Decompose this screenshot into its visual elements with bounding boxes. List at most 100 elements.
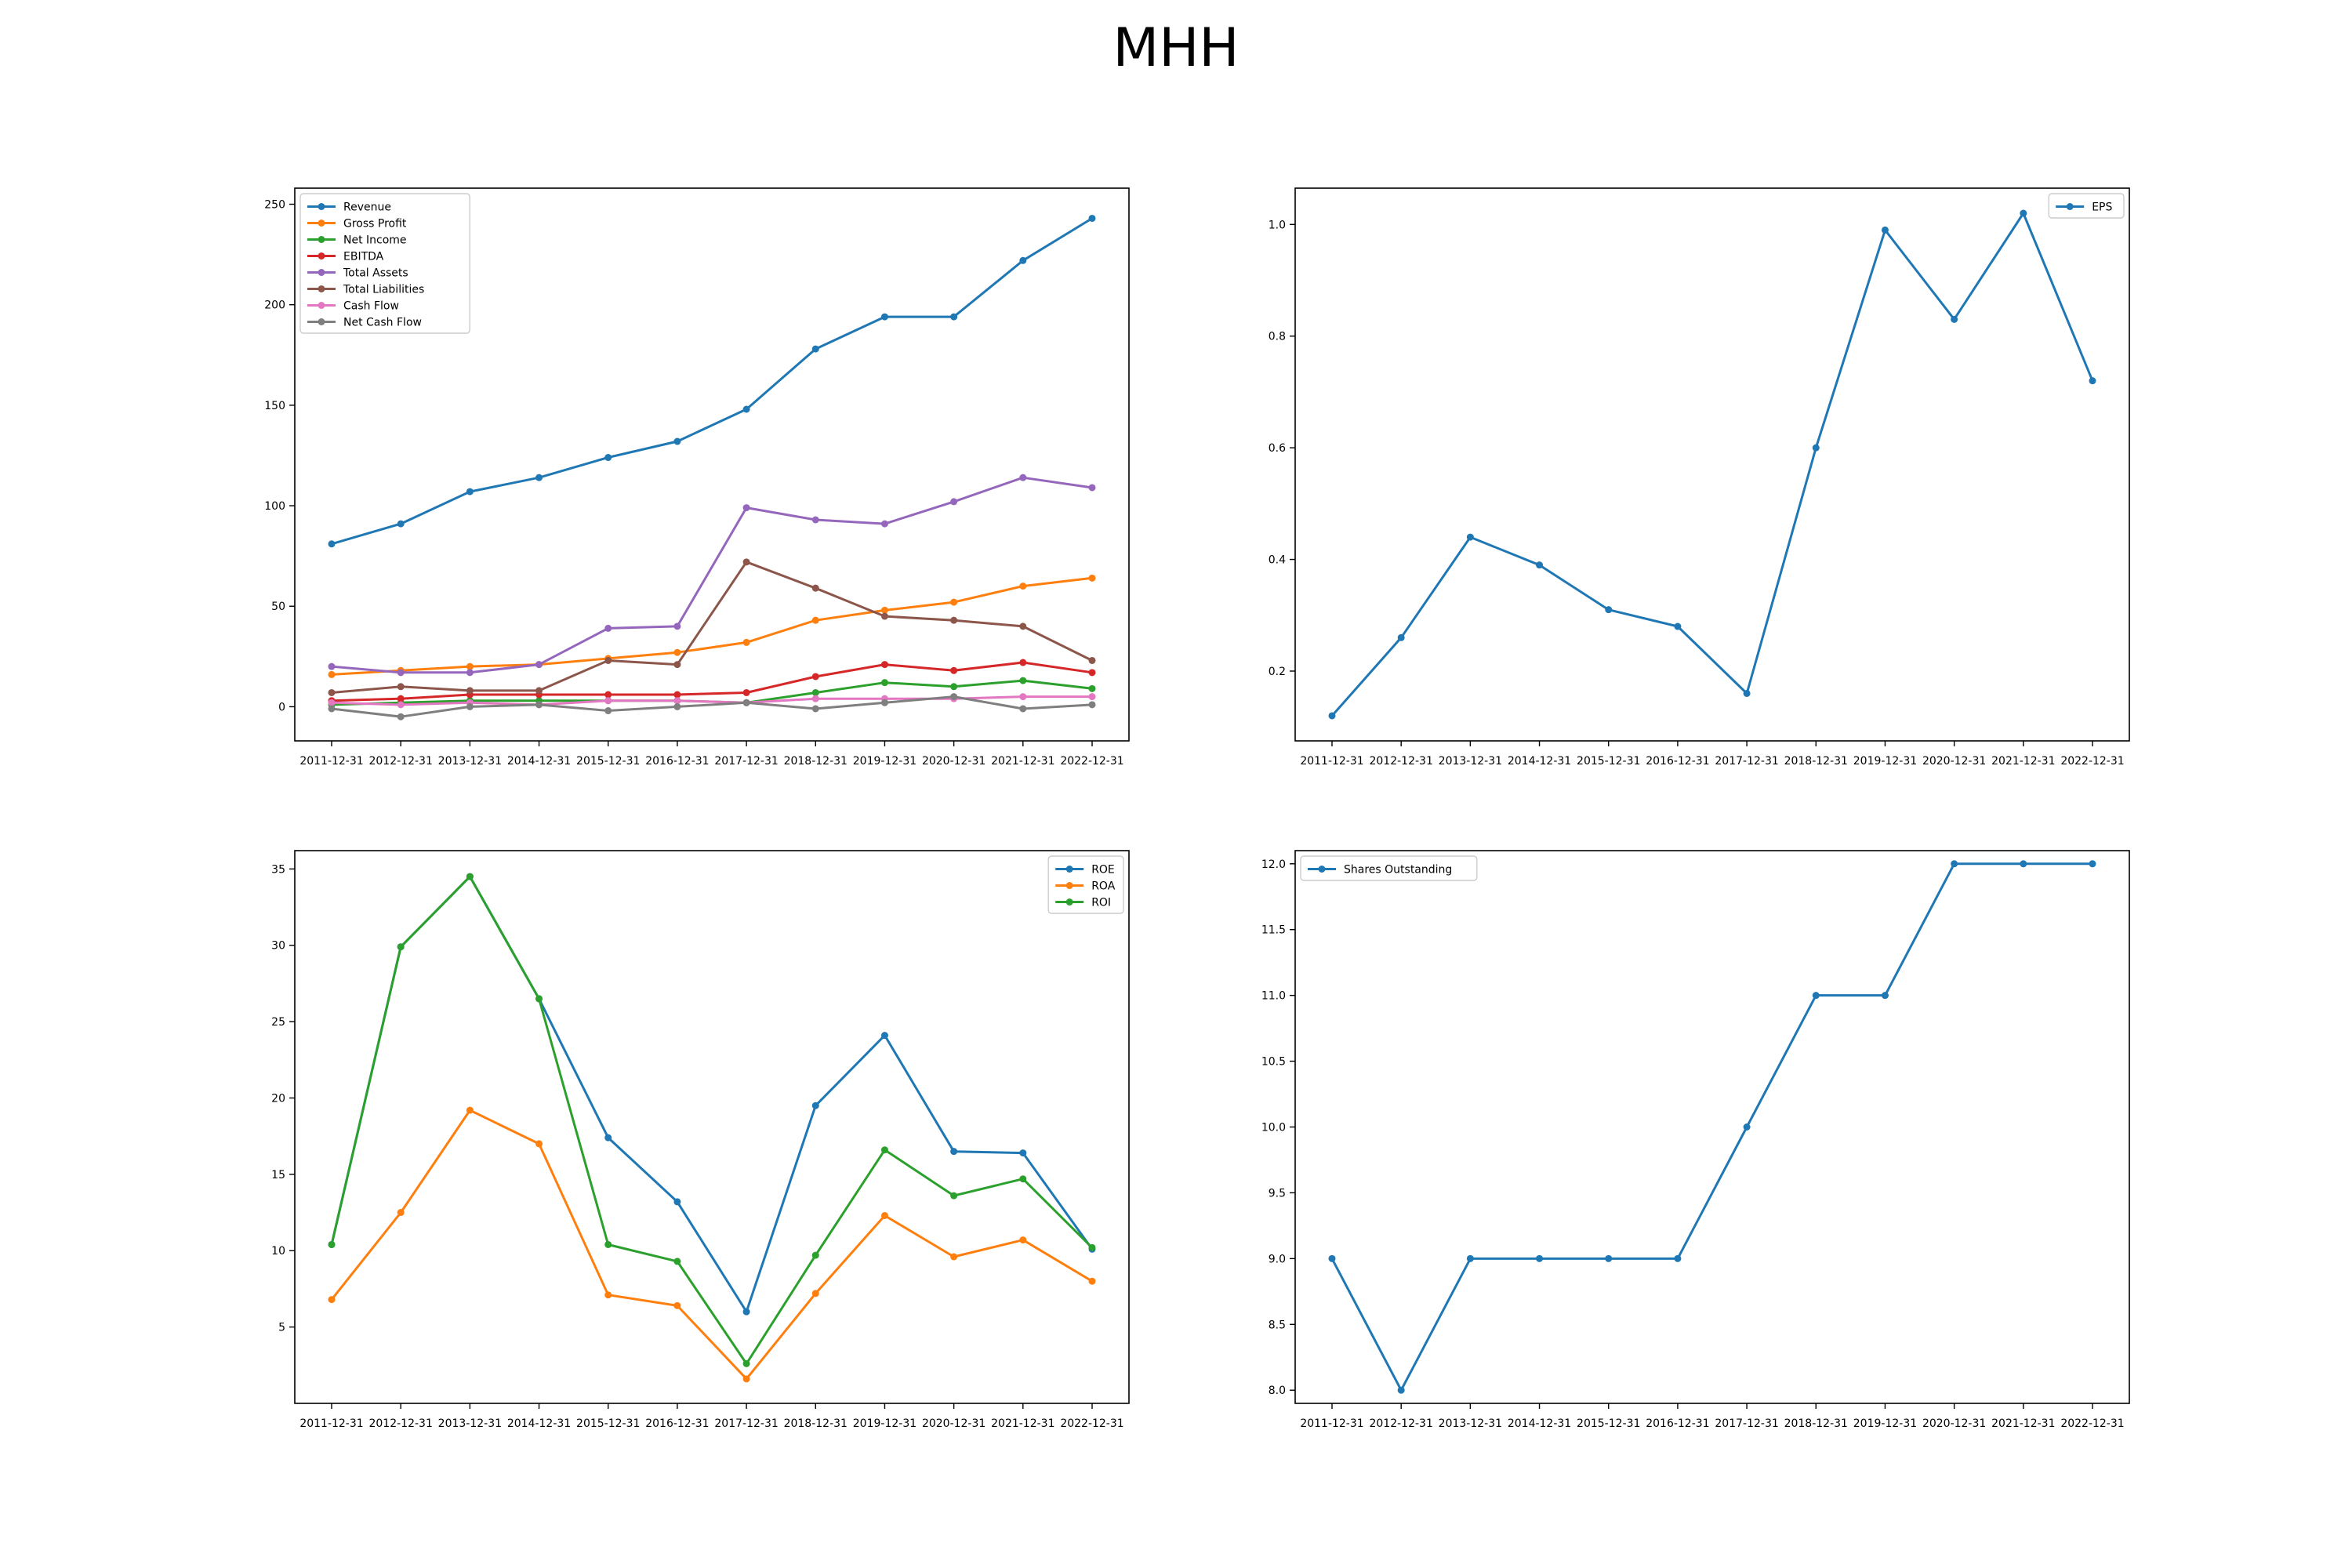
- data-point: [1088, 574, 1096, 582]
- data-point: [1019, 677, 1027, 684]
- x-tick-label: 2018-12-31: [1784, 755, 1848, 768]
- data-point: [397, 701, 405, 709]
- data-point: [397, 713, 405, 720]
- data-point: [1019, 256, 1027, 264]
- x-tick-label: 2014-12-31: [507, 755, 571, 768]
- y-tick-label: 30: [271, 940, 285, 953]
- series-line-0: [1330, 212, 2094, 717]
- data-point: [950, 683, 958, 691]
- data-point: [1088, 484, 1096, 492]
- x-tick-label: 2014-12-31: [1508, 755, 1571, 768]
- legend-marker: [318, 236, 325, 243]
- legend-marker: [318, 285, 325, 292]
- legend-marker: [318, 302, 325, 309]
- data-point: [466, 1106, 474, 1114]
- x-tick-label: 2019-12-31: [1853, 1417, 1917, 1430]
- data-point: [1088, 684, 1096, 692]
- data-point: [1328, 712, 1336, 720]
- x-tick-label: 2022-12-31: [1060, 1417, 1123, 1430]
- data-point: [328, 688, 336, 696]
- legend-label: Total Liabilities: [343, 284, 424, 296]
- x-tick-label: 2011-12-31: [299, 755, 363, 768]
- x-tick-label: 2013-12-31: [1439, 755, 1502, 768]
- y-tick-label: 10.0: [1261, 1122, 1286, 1134]
- data-point: [1019, 622, 1027, 630]
- x-tick-label: 2017-12-31: [714, 755, 778, 768]
- x-tick-label: 2021-12-31: [991, 755, 1054, 768]
- data-point: [1088, 1277, 1096, 1285]
- y-tick-label: 9.0: [1269, 1253, 1286, 1265]
- x-tick-label: 2015-12-31: [1577, 755, 1640, 768]
- series-line-2: [330, 875, 1094, 1365]
- data-point: [811, 1290, 819, 1298]
- data-point: [328, 540, 336, 548]
- series-line-7: [331, 695, 1093, 718]
- y-tick-label: 25: [271, 1016, 285, 1029]
- data-point: [604, 691, 612, 699]
- data-point: [742, 504, 750, 512]
- data-point: [1328, 1254, 1336, 1262]
- x-tick-label: 2022-12-31: [2060, 755, 2124, 768]
- data-point: [604, 697, 612, 705]
- data-point: [535, 995, 543, 1003]
- x-tick-label: 2013-12-31: [438, 755, 502, 768]
- data-point: [950, 313, 958, 321]
- legend-box: [1300, 855, 1478, 881]
- y-tick-label: 5: [278, 1322, 285, 1334]
- x-tick-label: 2022-12-31: [1060, 755, 1123, 768]
- legend-label: ROI: [1091, 897, 1111, 909]
- y-tick-label: 11.0: [1261, 990, 1286, 1003]
- y-tick-label: 250: [264, 199, 285, 212]
- data-point: [811, 584, 819, 592]
- data-point: [1743, 689, 1751, 697]
- data-point: [328, 1296, 336, 1304]
- data-point: [397, 520, 405, 528]
- data-point: [328, 1240, 336, 1248]
- data-point: [1881, 992, 1889, 1000]
- data-point: [1605, 1254, 1613, 1262]
- legend-marker: [1065, 898, 1073, 906]
- legend-label: Total Assets: [343, 267, 408, 280]
- chart-financials: 2011-12-31 2012-12-31 2013-12-31 2014-12-31…: [264, 187, 1130, 768]
- series-line-3: [331, 661, 1093, 702]
- y-tick-label: 35: [271, 863, 285, 876]
- data-point: [811, 345, 819, 353]
- data-point: [1536, 1254, 1544, 1262]
- data-point: [2020, 860, 2027, 868]
- x-tick-label: 2020-12-31: [922, 755, 985, 768]
- data-point: [328, 670, 336, 678]
- data-point: [535, 1140, 543, 1148]
- data-point: [604, 656, 612, 664]
- data-point: [880, 1211, 888, 1219]
- data-point: [673, 648, 681, 656]
- data-point: [673, 622, 681, 630]
- data-point: [604, 624, 612, 632]
- data-point: [604, 454, 612, 462]
- legend-label: ROA: [1091, 880, 1116, 893]
- x-tick-label: 2018-12-31: [784, 755, 848, 768]
- y-tick-label: 0.6: [1269, 442, 1286, 455]
- data-point: [811, 673, 819, 681]
- data-point: [880, 661, 888, 669]
- data-point: [1019, 705, 1027, 713]
- data-point: [742, 688, 750, 696]
- x-tick-label: 2022-12-31: [2060, 1417, 2124, 1430]
- y-tick-label: 11.5: [1261, 924, 1286, 937]
- data-point: [1088, 693, 1096, 701]
- x-tick-label: 2016-12-31: [645, 755, 709, 768]
- x-tick-label: 2017-12-31: [1715, 755, 1778, 768]
- x-tick-label: 2019-12-31: [1853, 755, 1917, 768]
- data-point: [604, 707, 612, 715]
- data-point: [1812, 992, 1820, 1000]
- series-line-5: [331, 561, 1093, 694]
- x-tick-label: 2012-12-31: [1369, 755, 1432, 768]
- series-line-0: [330, 875, 1094, 1313]
- legend-box: [2048, 193, 2125, 219]
- data-point: [1088, 669, 1096, 677]
- data-point: [742, 1359, 750, 1367]
- data-point: [1881, 226, 1889, 234]
- x-tick-label: 2019-12-31: [853, 1417, 916, 1430]
- data-point: [1019, 583, 1027, 590]
- x-tick-label: 2015-12-31: [1577, 1417, 1640, 1430]
- data-point: [811, 705, 819, 713]
